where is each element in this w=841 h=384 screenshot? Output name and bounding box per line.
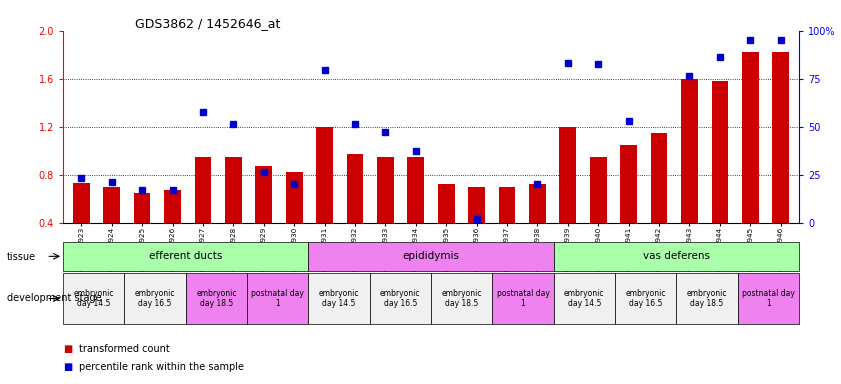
Bar (370, 273, 431, 324)
Bar (431, 273, 492, 324)
Text: tissue: tissue (7, 252, 36, 262)
Text: postnatal day
1: postnatal day 1 (496, 289, 549, 308)
Bar (676, 273, 738, 324)
Bar (615, 273, 676, 324)
Text: GDS3862 / 1452646_at: GDS3862 / 1452646_at (135, 17, 280, 30)
Bar (377, 157, 394, 223)
Text: embryonic
day 14.5: embryonic day 14.5 (319, 289, 359, 308)
Text: ■: ■ (63, 344, 72, 354)
Text: postnatal day
1: postnatal day 1 (251, 289, 304, 308)
Text: embryonic
day 16.5: embryonic day 16.5 (135, 289, 175, 308)
Bar (103, 187, 120, 223)
Bar (316, 127, 333, 223)
Text: vas deferens: vas deferens (643, 251, 710, 262)
Bar (553, 242, 799, 271)
Text: efferent ducts: efferent ducts (149, 251, 222, 262)
Bar (194, 157, 211, 223)
Bar (492, 273, 553, 324)
Bar (286, 172, 303, 223)
Text: embryonic
day 16.5: embryonic day 16.5 (626, 289, 666, 308)
Bar (247, 273, 309, 324)
Bar (186, 273, 247, 324)
Bar (346, 154, 363, 223)
Bar (73, 183, 90, 223)
Bar (309, 273, 370, 324)
Bar (225, 157, 241, 223)
Text: embryonic
day 18.5: embryonic day 18.5 (442, 289, 482, 308)
Text: epididymis: epididymis (403, 251, 459, 262)
Text: embryonic
day 14.5: embryonic day 14.5 (564, 289, 605, 308)
Text: embryonic
day 18.5: embryonic day 18.5 (687, 289, 727, 308)
Text: embryonic
day 18.5: embryonic day 18.5 (196, 289, 236, 308)
Bar (553, 273, 615, 324)
Text: embryonic
day 16.5: embryonic day 16.5 (380, 289, 420, 308)
Text: development stage: development stage (7, 293, 102, 303)
Bar (256, 166, 272, 223)
Bar (590, 157, 606, 223)
Bar (742, 52, 759, 223)
Bar (711, 81, 728, 223)
Text: percentile rank within the sample: percentile rank within the sample (79, 362, 244, 372)
Bar (438, 184, 455, 223)
Bar (621, 145, 637, 223)
Text: embryonic
day 14.5: embryonic day 14.5 (73, 289, 114, 308)
Bar (529, 184, 546, 223)
Bar (681, 79, 698, 223)
Bar (651, 133, 668, 223)
Bar (468, 187, 485, 223)
Bar (124, 273, 186, 324)
Bar (309, 242, 553, 271)
Text: transformed count: transformed count (79, 344, 170, 354)
Text: postnatal day
1: postnatal day 1 (742, 289, 795, 308)
Bar (407, 157, 424, 223)
Bar (499, 187, 516, 223)
Bar (134, 193, 151, 223)
Bar (772, 52, 789, 223)
Bar (164, 190, 181, 223)
Text: ■: ■ (63, 362, 72, 372)
Bar (63, 242, 309, 271)
Bar (738, 273, 799, 324)
Bar (559, 127, 576, 223)
Bar (63, 273, 124, 324)
